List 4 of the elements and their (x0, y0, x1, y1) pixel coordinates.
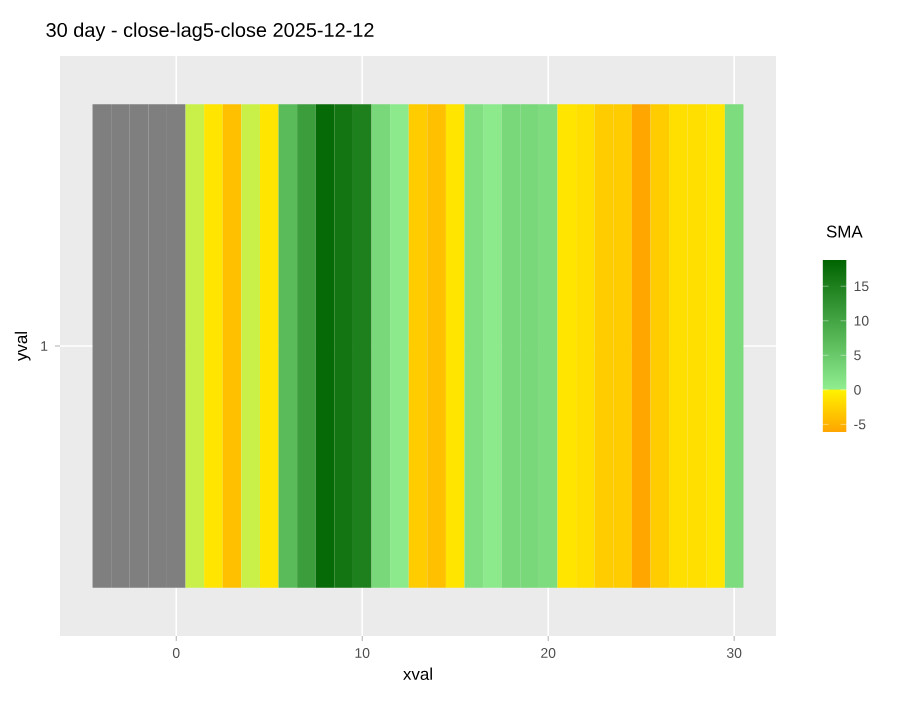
color-bar-title: SMA (826, 225, 863, 238)
chart-title: 30 day - close-lag5-close 2025-12-12 (46, 22, 374, 41)
y-axis-title: yval (14, 332, 31, 362)
x-axis-title: xval (403, 667, 432, 681)
